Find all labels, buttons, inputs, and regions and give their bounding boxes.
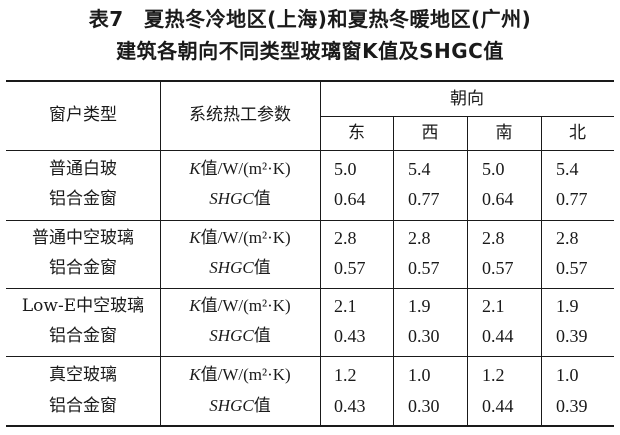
window-type-line1: Low-E中空玻璃	[21, 296, 145, 316]
orientation-divider	[320, 116, 614, 117]
k-value-west: 5.4	[408, 159, 431, 179]
shgc-value-east: 0.43	[334, 396, 366, 416]
window-type-line2: 铝合金窗	[49, 189, 117, 209]
k-value-label: K值/W/(m²·K)	[189, 296, 291, 315]
k-value-south: 2.8	[482, 228, 505, 248]
column-divider	[467, 117, 468, 426]
shgc-value-south: 0.64	[482, 189, 514, 209]
header-orientation: 朝向	[450, 89, 484, 109]
window-type-line2: 铝合金窗	[49, 258, 117, 278]
shgc-label: SHGC值	[209, 326, 271, 345]
header-bottom-rule	[6, 150, 614, 151]
shgc-value-west: 0.57	[408, 258, 440, 278]
k-value-west: 2.8	[408, 228, 431, 248]
k-value-north: 1.9	[556, 296, 579, 316]
k-value-west: 1.9	[408, 296, 431, 316]
window-type-line1: 普通白玻	[49, 159, 117, 179]
k-value-south: 1.2	[482, 365, 505, 385]
k-value-east: 2.8	[334, 228, 357, 248]
shgc-label: SHGC值	[209, 258, 271, 277]
table-top-rule	[6, 80, 614, 82]
shgc-value-east: 0.57	[334, 258, 366, 278]
shgc-value-west: 0.30	[408, 326, 440, 346]
shgc-value-east: 0.64	[334, 189, 366, 209]
shgc-value-south: 0.57	[482, 258, 514, 278]
k-value-north: 2.8	[556, 228, 579, 248]
shgc-value-east: 0.43	[334, 326, 366, 346]
column-divider	[541, 117, 542, 426]
column-divider	[160, 81, 161, 426]
k-value-east: 2.1	[334, 296, 357, 316]
shgc-value-south: 0.44	[482, 326, 514, 346]
k-value-north: 1.0	[556, 365, 579, 385]
column-divider	[320, 81, 321, 426]
k-value-east: 5.0	[334, 159, 357, 179]
k-value-west: 1.0	[408, 365, 431, 385]
k-value-north: 5.4	[556, 159, 579, 179]
k-value-label: K值/W/(m²·K)	[189, 228, 291, 247]
window-type-line2: 铝合金窗	[49, 326, 117, 346]
header-window-type: 窗户类型	[49, 105, 117, 125]
shgc-label: SHGC值	[209, 189, 271, 208]
k-value-south: 2.1	[482, 296, 505, 316]
window-type-line1: 真空玻璃	[49, 365, 117, 385]
shgc-value-north: 0.39	[556, 396, 588, 416]
table-caption-line1: 表7 夏热冬冷地区(上海)和夏热冬暖地区(广州)	[88, 7, 532, 31]
k-value-label: K值/W/(m²·K)	[189, 365, 291, 384]
window-type-line1: 普通中空玻璃	[32, 228, 134, 248]
header-direction-south: 南	[495, 123, 513, 143]
shgc-value-north: 0.39	[556, 326, 588, 346]
shgc-label: SHGC值	[209, 396, 271, 415]
shgc-value-south: 0.44	[482, 396, 514, 416]
row-divider	[6, 356, 614, 357]
table-bottom-rule	[6, 425, 614, 427]
window-type-line2: 铝合金窗	[49, 396, 117, 416]
column-divider	[393, 117, 394, 426]
header-direction-west: 西	[421, 123, 439, 143]
shgc-value-north: 0.57	[556, 258, 588, 278]
row-divider	[6, 220, 614, 221]
shgc-value-west: 0.77	[408, 189, 440, 209]
k-value-label: K值/W/(m²·K)	[189, 159, 291, 178]
header-direction-north: 北	[569, 123, 586, 143]
table-caption-line2: 建筑各朝向不同类型玻璃窗K值及SHGC值	[116, 39, 504, 63]
header-direction-east: 东	[348, 123, 365, 143]
k-value-east: 1.2	[334, 365, 357, 385]
shgc-value-west: 0.30	[408, 396, 440, 416]
row-divider	[6, 288, 614, 289]
k-value-south: 5.0	[482, 159, 505, 179]
header-thermal-params: 系统热工参数	[189, 105, 291, 125]
shgc-value-north: 0.77	[556, 189, 588, 209]
